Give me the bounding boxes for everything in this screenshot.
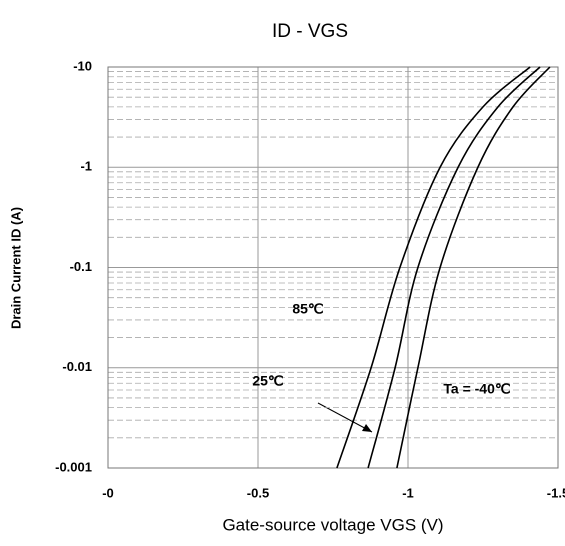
x-tick-label: -1 xyxy=(402,485,414,500)
y-axis-label: Drain Current ID (A) xyxy=(8,207,23,329)
x-tick-label: -0.5 xyxy=(247,485,269,500)
series-line xyxy=(367,66,541,469)
y-tick-label: -0.01 xyxy=(62,359,92,374)
y-tick-label: -10 xyxy=(73,58,92,73)
y-tick-label: -1 xyxy=(80,159,92,174)
series-line xyxy=(336,66,531,469)
series-label: 85℃ xyxy=(292,301,324,317)
x-tick-label: -1.5 xyxy=(547,485,565,500)
y-tick-label: -0.1 xyxy=(70,259,92,274)
y-tick-label: -0.001 xyxy=(55,459,92,474)
chart-title: ID - VGS xyxy=(272,21,348,42)
series-label: 25℃ xyxy=(252,373,284,389)
series-label: Ta = -40℃ xyxy=(443,381,510,397)
series-line xyxy=(396,66,551,469)
arrow-head xyxy=(362,424,372,432)
x-axis-label: Gate-source voltage VGS (V) xyxy=(222,515,443,534)
plot-frame xyxy=(107,66,559,469)
x-tick-label: -0 xyxy=(102,485,114,500)
